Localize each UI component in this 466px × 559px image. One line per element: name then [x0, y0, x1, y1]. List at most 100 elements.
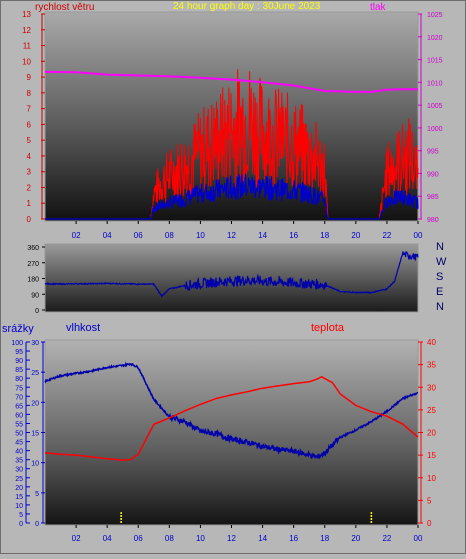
pressure-tick-label: 1015 — [427, 58, 443, 65]
wind-x-tick-label: 22 — [382, 231, 391, 240]
rain-tick-label: 50 — [15, 431, 23, 438]
temperature-tick-label: 40 — [427, 338, 436, 347]
direction-tick-label: 90 — [31, 292, 39, 299]
humidity-tick-label: 25 — [31, 370, 39, 377]
pressure-tick-label: 995 — [427, 149, 439, 156]
pressure-series — [44, 70, 418, 93]
wind-speed-tick-label: 1 — [27, 199, 32, 208]
wind-speed-tick-label: 12 — [22, 26, 31, 35]
wind-direction-series — [44, 251, 419, 298]
humidity-tick-label: 5 — [35, 491, 39, 498]
rain-tick-label: 70 — [15, 394, 23, 401]
wind-x-tick-label: 14 — [258, 231, 267, 240]
wind-x-tick-label: 08 — [165, 231, 174, 240]
pressure-tick-label: 985 — [427, 194, 439, 201]
wind-direction-plot — [44, 243, 419, 313]
wind-speed-tick-label: 9 — [27, 73, 32, 82]
pressure-tick-label: 980 — [427, 217, 439, 224]
bottom-x-tick-label: 08 — [165, 534, 174, 543]
rain-tick-label: 10 — [15, 503, 23, 510]
pressure-tick-label: 1000 — [427, 126, 443, 133]
rain-tick-label: 65 — [15, 403, 23, 410]
wind-x-tick-label: 00 — [414, 231, 423, 240]
rain-tick-label: 80 — [15, 376, 23, 383]
bottom-x-tick-label: 00 — [414, 534, 423, 543]
rain-tick-label: 55 — [15, 421, 23, 428]
direction-tick-label: 270 — [27, 261, 39, 268]
pressure-axis-title: tlak — [370, 2, 387, 13]
wind-x-tick-label: 20 — [351, 231, 360, 240]
bottom-x-tick-label: 14 — [258, 534, 267, 543]
humidity-series — [44, 361, 419, 460]
rain-tick-label: 60 — [15, 412, 23, 419]
wind-speed-tick-label: 2 — [27, 183, 32, 192]
temperature-tick-label: 25 — [427, 406, 436, 415]
compass-label: S — [436, 271, 443, 283]
direction-tick-label: 0 — [35, 308, 39, 315]
humidity-tick-label: 10 — [31, 461, 39, 468]
wind-gust-series — [45, 173, 419, 220]
rain-tick-label: 85 — [15, 367, 23, 374]
wind-speed-tick-label: 11 — [23, 42, 32, 51]
rain-tick-label: 45 — [15, 440, 23, 447]
pressure-tick-label: 990 — [427, 171, 439, 178]
humidity-tick-label: 0 — [35, 521, 39, 528]
wind-speed-tick-label: 7 — [27, 105, 32, 114]
rain-tick-label: 0 — [19, 521, 23, 528]
wind-speed-tick-label: 4 — [27, 152, 32, 161]
wind-speed-tick-label: 8 — [27, 89, 32, 98]
rain-humidity-temperature-plot — [44, 339, 419, 526]
pressure-tick-label: 1010 — [427, 80, 443, 87]
rain-tick-label: 100 — [11, 340, 23, 347]
rain-tick-label: 5 — [19, 512, 23, 519]
bottom-x-tick-label: 16 — [289, 534, 298, 543]
rain-tick-label: 75 — [15, 385, 23, 392]
humidity-tick-label: 15 — [31, 431, 39, 438]
wind-x-tick-label: 18 — [320, 231, 329, 240]
temperature-axis-title: teplota — [311, 322, 345, 334]
wind-speed-tick-label: 3 — [27, 168, 32, 177]
humidity-tick-label: 20 — [31, 400, 39, 407]
temperature-tick-label: 15 — [427, 451, 436, 460]
wind-x-tick-label: 10 — [196, 231, 205, 240]
temperature-series — [44, 375, 419, 461]
humidity-tick-label: 30 — [31, 340, 39, 347]
temperature-tick-label: 20 — [427, 429, 436, 438]
bottom-x-tick-label: 20 — [351, 534, 360, 543]
temperature-tick-label: 0 — [427, 519, 432, 528]
compass-label: N — [436, 301, 444, 313]
rain-tick-label: 35 — [15, 458, 23, 465]
humidity-axis-title: vlhkost — [66, 322, 100, 334]
rain-tick-label: 25 — [15, 476, 23, 483]
rain-tick-label: 95 — [15, 349, 23, 356]
rain-tick-label: 40 — [15, 449, 23, 456]
pressure-tick-label: 1005 — [427, 103, 443, 110]
rain-axis-title: srážky — [2, 323, 34, 335]
bottom-x-tick-label: 06 — [134, 534, 143, 543]
compass-label: E — [436, 286, 443, 298]
compass-label: N — [436, 241, 444, 253]
bottom-x-tick-label: 04 — [103, 534, 112, 543]
bottom-x-tick-label: 22 — [382, 534, 391, 543]
temperature-tick-label: 30 — [427, 383, 436, 392]
wind-x-tick-label: 12 — [227, 231, 236, 240]
wind-x-tick-label: 02 — [72, 231, 81, 240]
bottom-x-tick-label: 18 — [320, 534, 329, 543]
pressure-tick-label: 1020 — [427, 35, 443, 42]
wind-x-tick-label: 04 — [103, 231, 112, 240]
rain-tick-label: 90 — [15, 358, 23, 365]
wind-speed-tick-label: 13 — [22, 10, 31, 19]
pressure-tick-label: 1025 — [427, 12, 443, 19]
bottom-x-tick-label: 10 — [196, 534, 205, 543]
temperature-tick-label: 10 — [427, 474, 436, 483]
wind-speed-tick-label: 0 — [27, 215, 32, 224]
bottom-x-tick-label: 12 — [227, 534, 236, 543]
compass-label: W — [436, 256, 447, 268]
wind-speed-tick-label: 10 — [22, 57, 31, 66]
direction-tick-label: 360 — [27, 245, 39, 252]
graph-title: 24 hour graph day : 30June 2023 — [173, 1, 321, 12]
rain-tick-label: 30 — [15, 467, 23, 474]
